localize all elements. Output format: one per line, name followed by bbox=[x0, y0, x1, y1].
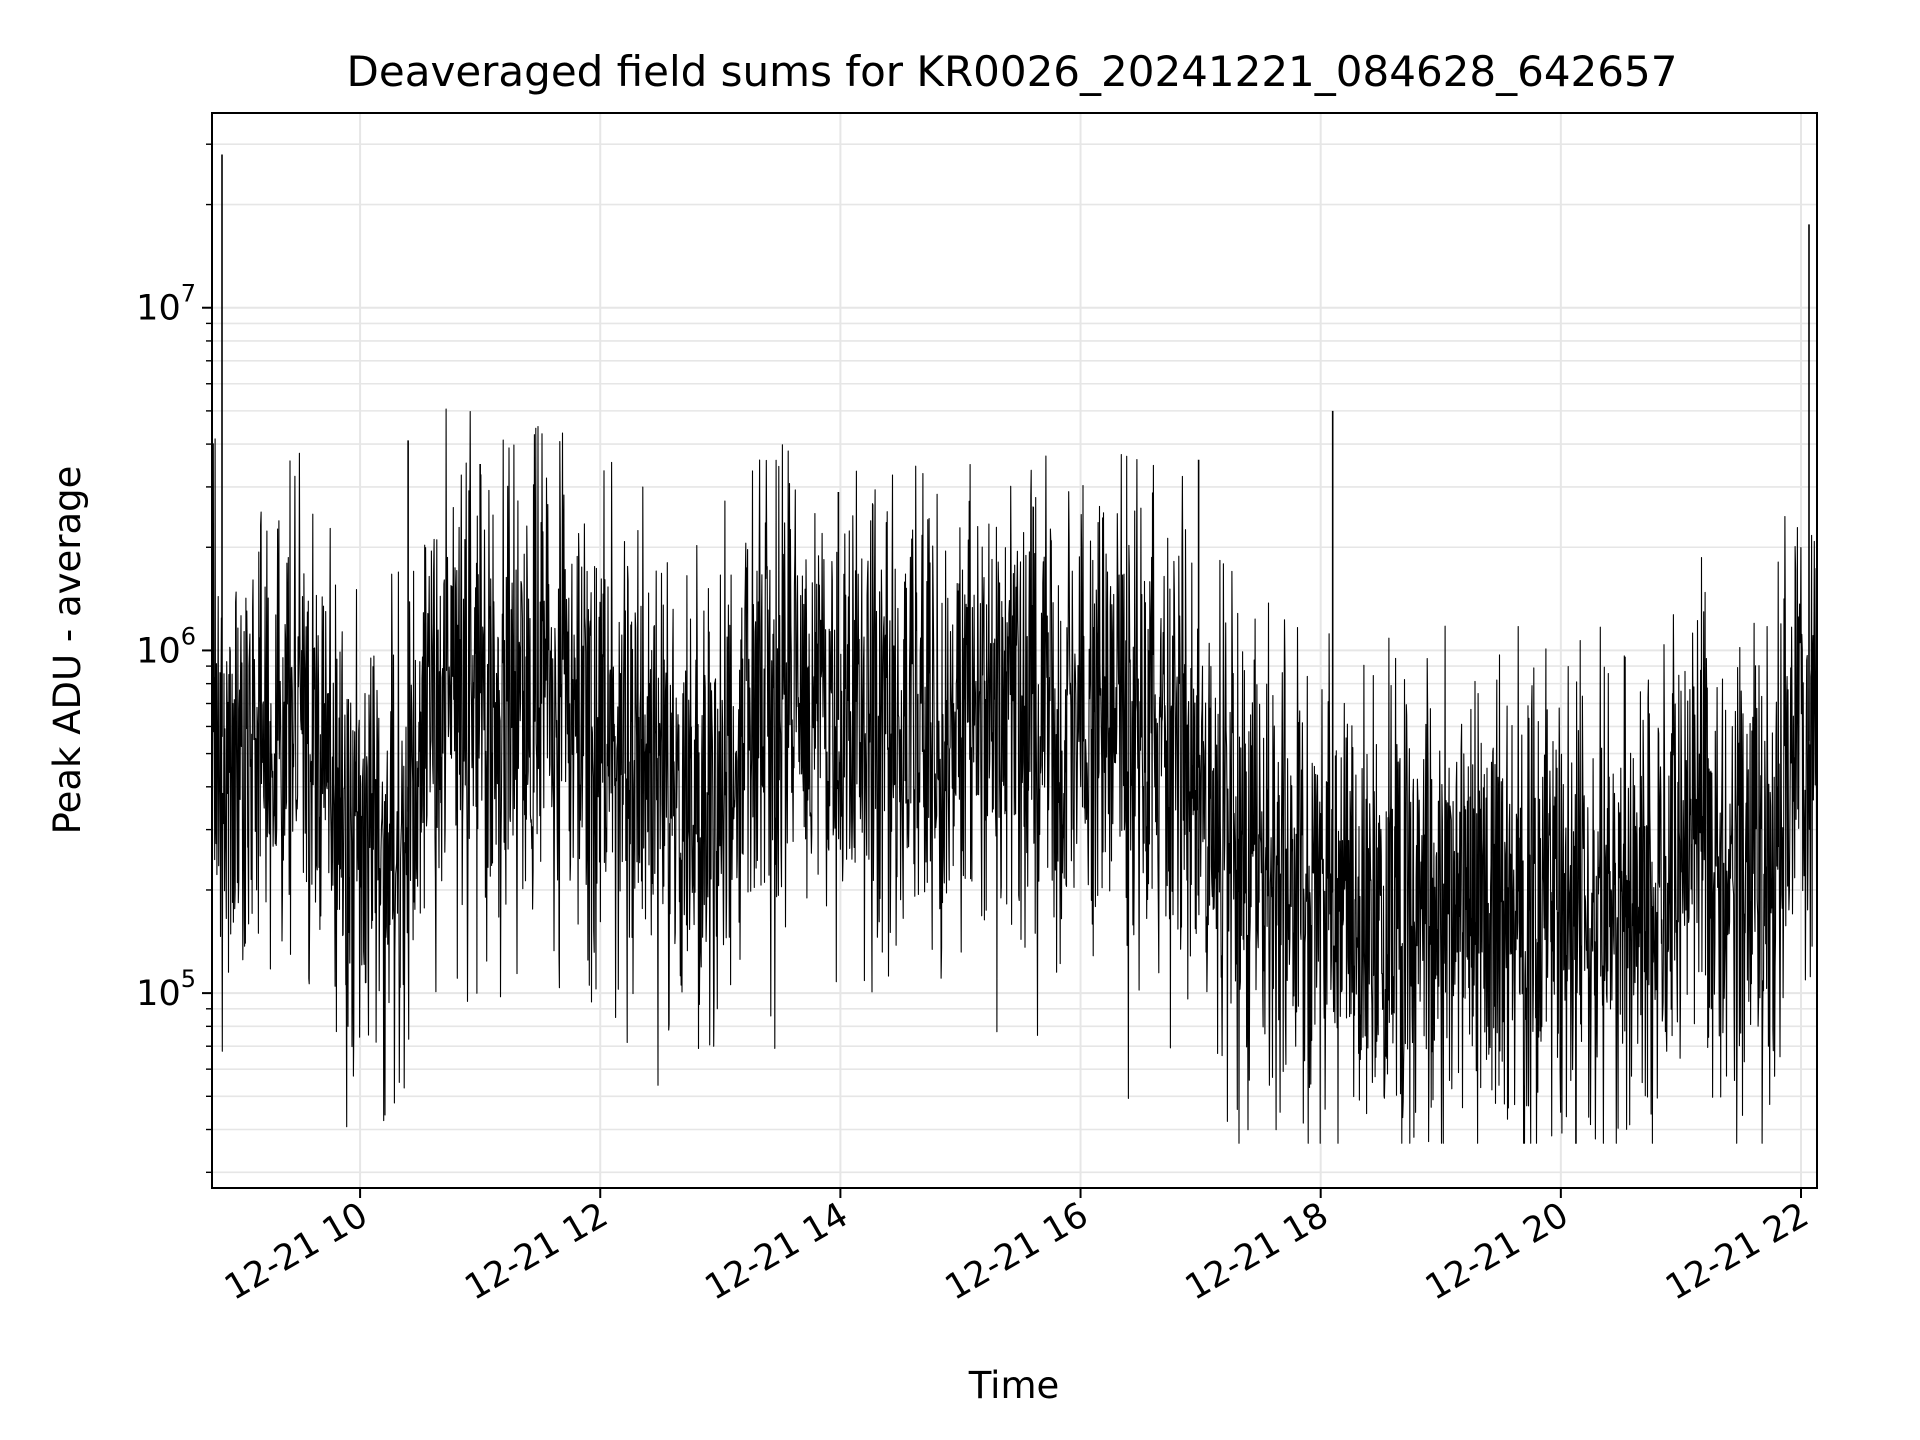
y-tick-label-base: 10 bbox=[136, 974, 181, 1014]
y-tick-label-base: 10 bbox=[136, 289, 181, 329]
y-tick-label: 107 bbox=[136, 280, 196, 329]
chart-title: Deaveraged field sums for KR0026_2024122… bbox=[347, 47, 1678, 96]
y-tick-label: 106 bbox=[136, 622, 196, 671]
y-tick-label-base: 10 bbox=[136, 631, 181, 671]
y-tick-label-exponent: 5 bbox=[181, 965, 196, 993]
y-axis-label: Peak ADU - average bbox=[46, 466, 89, 835]
x-axis-label: Time bbox=[968, 1364, 1060, 1407]
y-tick-label-exponent: 7 bbox=[181, 280, 196, 308]
series-line bbox=[211, 408, 1818, 1144]
y-tick-label: 105 bbox=[136, 965, 196, 1014]
y-tick-label-exponent: 6 bbox=[181, 622, 196, 650]
series-layer bbox=[211, 154, 1818, 1144]
plot-area bbox=[211, 112, 1818, 1189]
